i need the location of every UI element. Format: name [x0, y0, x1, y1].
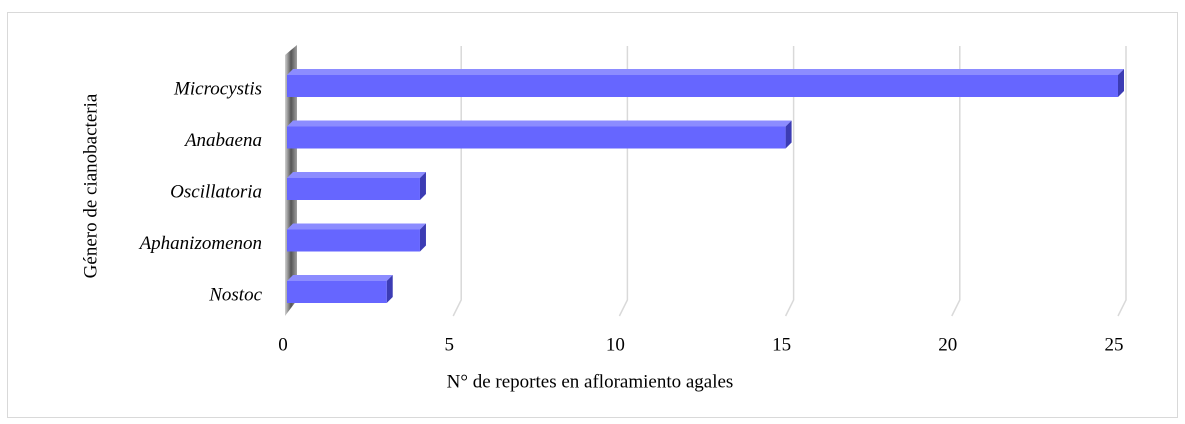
bar	[287, 126, 786, 149]
x-tick-label: 0	[278, 334, 288, 355]
x-tick-label: 5	[444, 334, 454, 355]
x-tick-label: 25	[1105, 334, 1124, 355]
bar-side	[419, 172, 426, 200]
bar-top	[287, 120, 792, 127]
x-axis-label: N° de reportes en afloramiento agales	[447, 371, 734, 392]
x-tick-label: 10	[606, 334, 625, 355]
bar-top	[287, 69, 1124, 75]
y-tick-label: Oscillatoria	[170, 181, 262, 202]
bar-top	[287, 275, 393, 281]
y-axis-label: Género de cianobacteria	[80, 93, 101, 278]
bar-side	[419, 223, 426, 252]
y-tick-label: Nostoc	[208, 284, 262, 305]
y-tick-label: Aphanizomenon	[138, 233, 262, 254]
bar	[287, 178, 420, 200]
bar-side	[386, 275, 393, 303]
bar	[287, 75, 1118, 97]
x-tick-label: 15	[772, 334, 791, 355]
bar-side	[785, 120, 792, 149]
bar	[287, 281, 387, 303]
y-tick-label: Anabaena	[183, 130, 262, 151]
grid-line	[951, 46, 961, 317]
y-tick-label: Microcystis	[173, 78, 262, 99]
bar-top	[287, 172, 426, 178]
bar-side	[1118, 69, 1124, 97]
bar-top	[287, 223, 426, 230]
grid-line	[1117, 46, 1127, 317]
grid-line	[784, 46, 795, 317]
x-tick-label: 20	[938, 334, 957, 355]
bar	[287, 229, 420, 252]
